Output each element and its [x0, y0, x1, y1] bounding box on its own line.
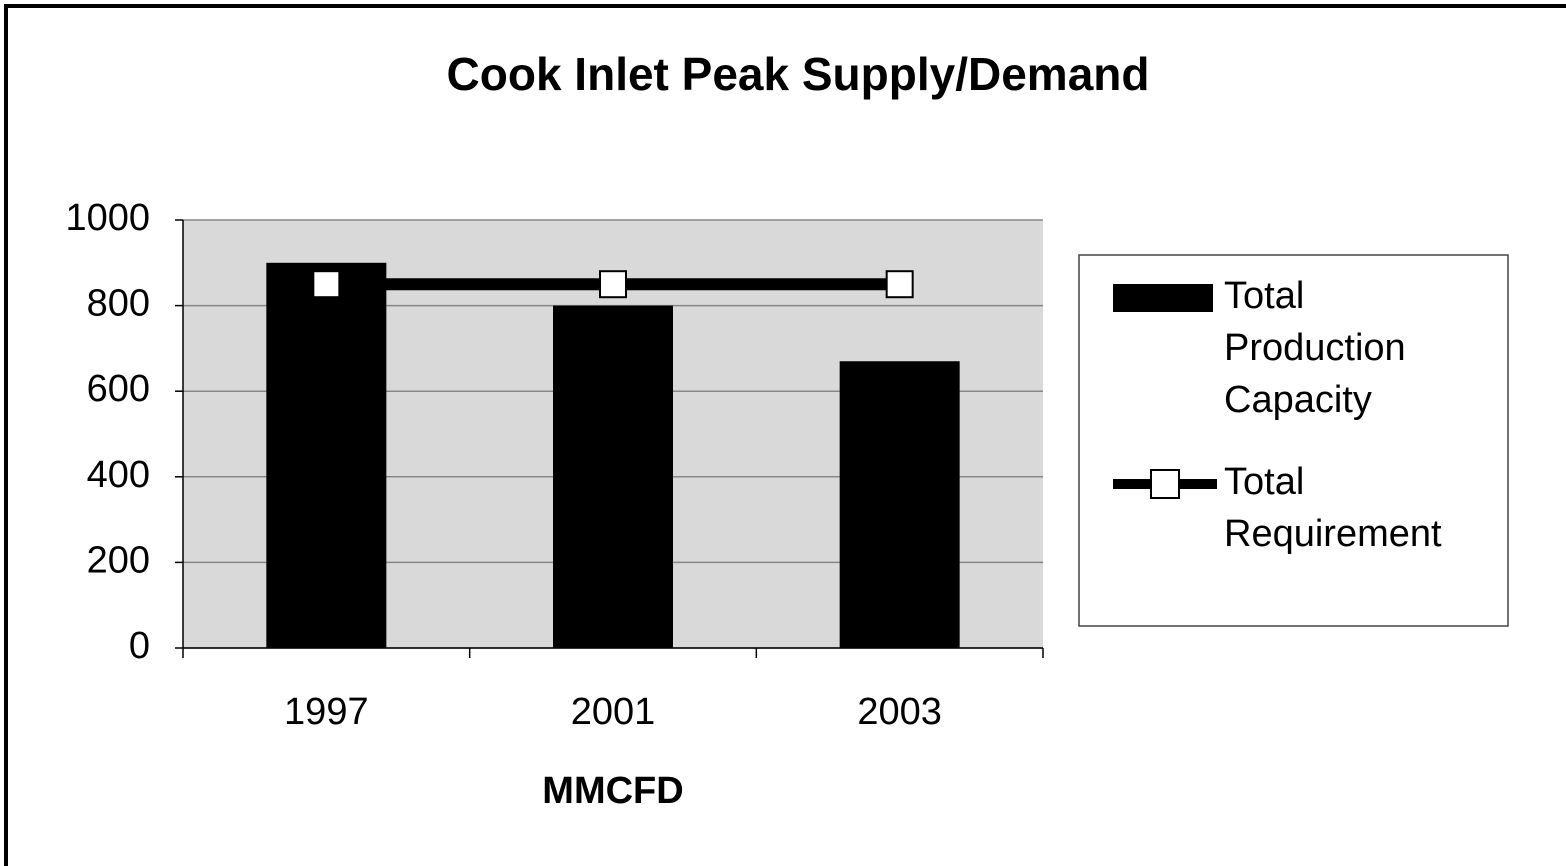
- legend-swatch: [1113, 284, 1213, 312]
- bar: [266, 262, 387, 648]
- bar: [553, 305, 673, 648]
- legend-label: Total Production Capacity: [1224, 275, 1406, 421]
- y-tick-label: 200: [87, 539, 150, 581]
- x-axis-label: MMCFD: [542, 770, 683, 812]
- x-tick-label: 2001: [571, 691, 656, 733]
- y-tick-label: 0: [129, 625, 150, 667]
- legend-label: Total Requirement: [1224, 461, 1442, 555]
- y-tick-label: 800: [87, 283, 150, 325]
- legend-marker: [1150, 469, 1180, 499]
- x-tick-label: 1997: [284, 691, 369, 733]
- y-tick-label: 400: [87, 454, 150, 496]
- y-tick-label: 600: [87, 368, 150, 410]
- chart-title: Cook Inlet Peak Supply/Demand: [447, 48, 1150, 100]
- marker: [312, 270, 341, 299]
- marker: [885, 270, 914, 299]
- legend-box: [1078, 254, 1509, 627]
- bar: [839, 361, 960, 648]
- x-tick-label: 2003: [857, 691, 942, 733]
- marker: [599, 270, 627, 299]
- y-tick-label: 1000: [65, 197, 150, 239]
